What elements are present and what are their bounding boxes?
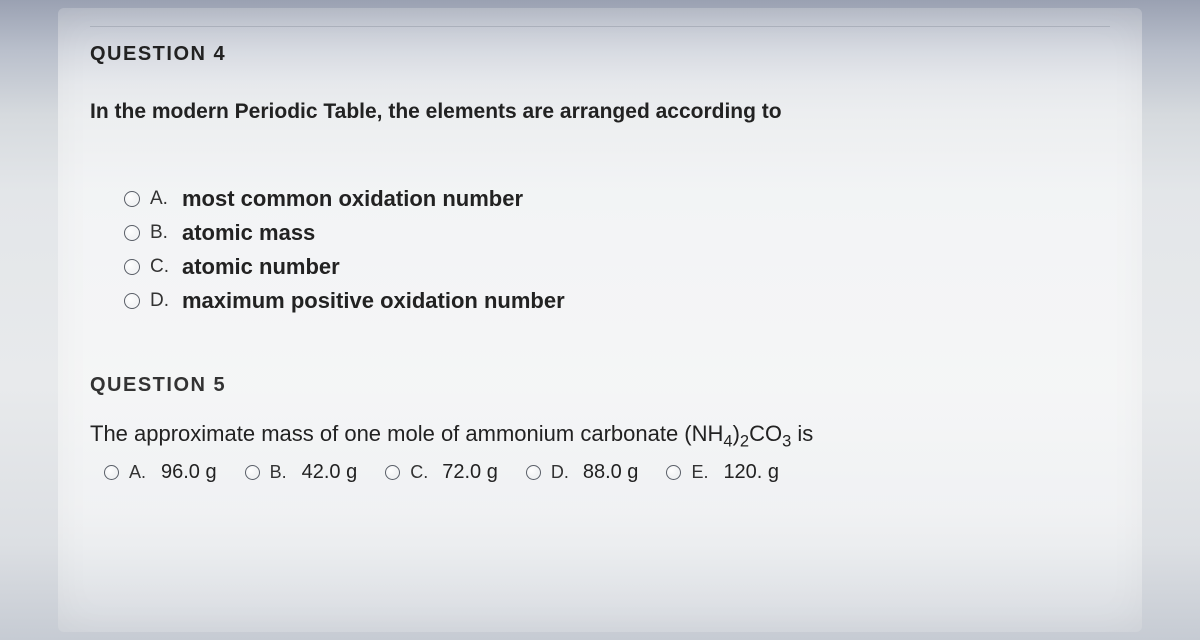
option-text: 120. g	[723, 461, 779, 484]
question4-prompt: In the modern Periodic Table, the elemen…	[90, 100, 1110, 124]
option-letter: C.	[410, 462, 432, 483]
option-text: 96.0 g	[161, 461, 217, 484]
question5-option-b[interactable]: B. 42.0 g	[245, 461, 358, 484]
radio-icon	[124, 225, 140, 241]
option-text: atomic number	[182, 254, 340, 280]
question4-option-b[interactable]: B. atomic mass	[124, 220, 1110, 246]
question4-option-c[interactable]: C. atomic number	[124, 254, 1110, 280]
question4-options: A. most common oxidation number B. atomi…	[124, 186, 1110, 314]
question5-option-e[interactable]: E. 120. g	[666, 461, 779, 484]
radio-icon	[666, 465, 681, 480]
radio-icon	[124, 191, 140, 207]
q5-mid1: )	[733, 421, 740, 446]
question4-option-d[interactable]: D. maximum positive oxidation number	[124, 288, 1110, 314]
question5-options: A. 96.0 g B. 42.0 g C. 72.0 g D. 88.0 g	[104, 461, 1110, 484]
radio-icon	[124, 259, 140, 275]
option-text: 72.0 g	[442, 461, 498, 484]
option-letter: D.	[551, 462, 573, 483]
radio-icon	[124, 293, 140, 309]
q5-prompt-suffix: is	[791, 421, 813, 446]
option-letter: B.	[270, 462, 292, 483]
option-text: 88.0 g	[583, 461, 639, 484]
question5-header: QUESTION 5	[90, 374, 1110, 397]
option-letter: C.	[150, 256, 172, 278]
option-letter: B.	[150, 222, 172, 244]
q5-sub3: 3	[782, 432, 791, 450]
radio-icon	[385, 465, 400, 480]
question4-header: QUESTION 4	[90, 43, 1110, 66]
option-letter: A.	[150, 188, 172, 210]
quiz-panel: QUESTION 4 In the modern Periodic Table,…	[58, 8, 1142, 632]
q5-mid2: CO	[749, 421, 782, 446]
radio-icon	[526, 465, 541, 480]
radio-icon	[104, 465, 119, 480]
option-text: most common oxidation number	[182, 186, 523, 212]
question5-option-d[interactable]: D. 88.0 g	[526, 461, 639, 484]
q5-prompt-prefix: The approximate mass of one mole of ammo…	[90, 421, 723, 446]
option-letter: D.	[150, 290, 172, 312]
question5-option-c[interactable]: C. 72.0 g	[385, 461, 498, 484]
option-text: atomic mass	[182, 220, 315, 246]
question5-option-a[interactable]: A. 96.0 g	[104, 461, 217, 484]
question4-option-a[interactable]: A. most common oxidation number	[124, 186, 1110, 212]
top-divider	[90, 26, 1110, 27]
option-letter: A.	[129, 462, 151, 483]
q5-sub2: 2	[740, 432, 749, 450]
question5-prompt: The approximate mass of one mole of ammo…	[90, 421, 1110, 447]
option-text: 42.0 g	[302, 461, 358, 484]
option-text: maximum positive oxidation number	[182, 288, 565, 314]
question5-block: QUESTION 5 The approximate mass of one m…	[90, 374, 1110, 484]
q5-sub1: 4	[723, 432, 732, 450]
radio-icon	[245, 465, 260, 480]
option-letter: E.	[691, 462, 713, 483]
